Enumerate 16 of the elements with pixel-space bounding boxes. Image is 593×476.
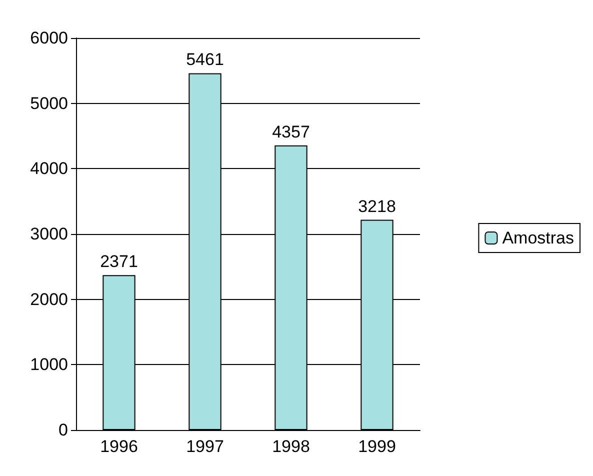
data-label: 5461 [186,50,224,70]
y-tick-label: 4000 [30,159,68,178]
y-tick-label: 1000 [30,355,68,374]
y-tick-label: 5000 [30,94,68,113]
y-tick-label: 3000 [30,224,68,244]
y-tick-label: 2000 [30,290,68,309]
legend-label: Amostras [502,228,574,248]
x-tick-label: 1998 [272,437,310,456]
x-tick-label: 1999 [358,437,396,456]
data-label: 4357 [272,122,310,142]
y-tick-label: 0 [58,420,68,440]
x-tick-label: 1997 [186,437,224,456]
y-tick-label: 6000 [30,28,68,48]
data-label: 3218 [358,196,396,216]
x-tick-label: 1996 [100,437,138,456]
data-label: 2371 [100,252,138,272]
